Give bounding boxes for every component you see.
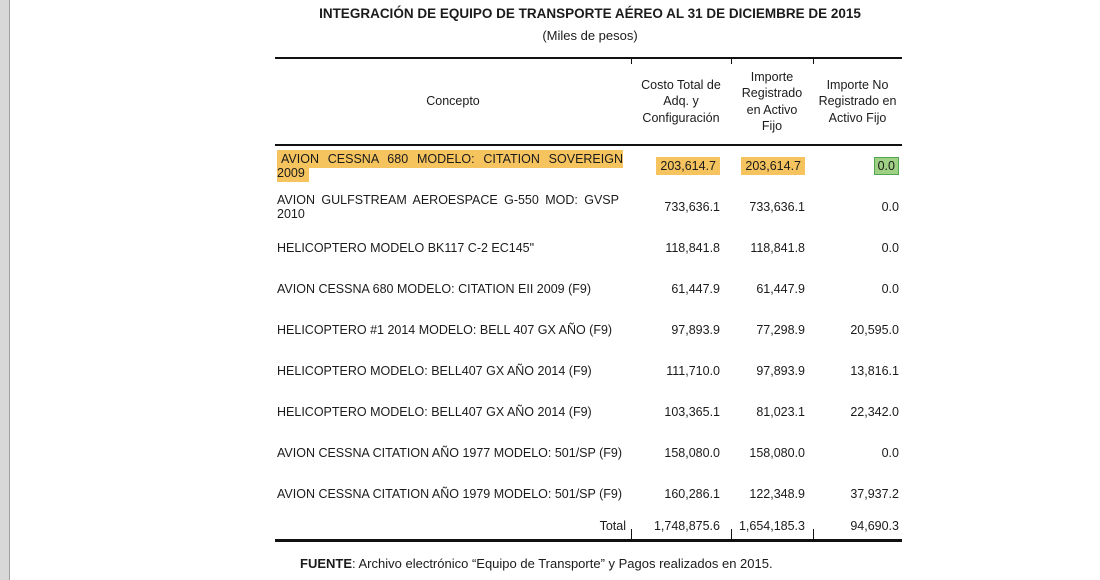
costo-cell: 111,710.0 <box>666 363 720 378</box>
registrado-cell: 122,348.9 <box>749 486 805 501</box>
source-note: FUENTE: Archivo electrónico “Equipo de T… <box>300 556 773 571</box>
column-tick <box>813 59 814 64</box>
registrado-cell: 118,841.8 <box>750 240 805 255</box>
costo-cell: 203,614.7 <box>631 145 731 186</box>
table-row: HELICOPTERO MODELO BK117 C-2 EC145" 118,8… <box>275 227 902 268</box>
no-registrado-cell: 0.0 <box>881 199 899 214</box>
header-importe-registrado: Importe Registrado en Activo Fijo <box>731 58 813 146</box>
document-sheet: INTEGRACIÓN DE EQUIPO DE TRANSPORTE AÉRE… <box>275 0 905 580</box>
costo-cell: 733,636.1 <box>664 199 720 214</box>
concepto-cell: AVION CESSNA CITATION AÑO 1977 MODELO: 5… <box>277 445 623 460</box>
header-costo-total: Costo Total de Adq. y Configuración <box>631 58 731 146</box>
registrado-cell: 97,893.9 <box>756 363 805 378</box>
table-body: AVION CESSNA 680 MODELO: CITATION SOVERE… <box>275 145 902 514</box>
table-row: HELICOPTERO MODELO: BELL407 GX AÑO 2014 … <box>275 391 902 432</box>
column-tick <box>731 528 732 539</box>
costo-cell: 61,447.9 <box>671 281 720 296</box>
concepto-cell: AVION GULFSTREAM AEROESPACE G-550 MOD: G… <box>277 192 619 221</box>
column-tick <box>631 528 632 539</box>
registrado-cell: 203,614.7 <box>731 145 813 186</box>
table-header: Concepto Costo Total de Adq. y Configura… <box>275 58 902 146</box>
document-subtitle: (Miles de pesos) <box>542 28 638 43</box>
total-costo: 1,748,875.6 <box>653 519 720 534</box>
no-registrado-cell: 22,342.0 <box>850 404 899 419</box>
costo-cell: 118,841.8 <box>665 240 720 255</box>
no-registrado-cell: 13,816.1 <box>850 363 899 378</box>
no-registrado-cell: 0.0 <box>813 145 902 186</box>
concepto-cell: HELICOPTERO MODELO BK117 C-2 EC145" <box>277 240 535 255</box>
concepto-cell: HELICOPTERO MODELO: BELL407 GX AÑO 2014 … <box>277 404 592 419</box>
header-row: Concepto Costo Total de Adq. y Configura… <box>275 58 902 146</box>
data-table: Concepto Costo Total de Adq. y Configura… <box>275 57 902 542</box>
concepto-cell: AVION CESSNA 680 MODELO: CITATION EII 20… <box>277 281 591 296</box>
table-row: AVION CESSNA CITATION AÑO 1977 MODELO: 5… <box>275 432 902 473</box>
costo-cell: 103,365.1 <box>664 404 720 419</box>
registrado-cell: 733,636.1 <box>749 199 805 214</box>
registrado-cell: 61,447.9 <box>756 281 805 296</box>
highlight-orange: 203,614.7 <box>656 157 720 175</box>
source-label: FUENTE <box>300 556 352 571</box>
no-registrado-cell: 0.0 <box>881 240 899 255</box>
table-row: AVION CESSNA CITATION AÑO 1979 MODELO: 5… <box>275 473 902 514</box>
concepto-cell: AVION CESSNA 680 MODELO: CITATION SOVERE… <box>275 145 631 186</box>
concepto-cell: HELICOPTERO #1 2014 MODELO: BELL 407 GX … <box>277 322 613 337</box>
total-label: Total <box>599 519 626 534</box>
total-row: Total 1,748,875.6 1,654,185.3 94,690.3 <box>275 514 902 540</box>
column-tick <box>731 59 732 64</box>
header-importe-no-registrado: Importe No Registrado en Activo Fijo <box>813 58 902 146</box>
page-left-gutter <box>0 0 10 580</box>
source-text: : Archivo electrónico “Equipo de Transpo… <box>352 556 773 571</box>
no-registrado-cell: 0.0 <box>881 445 899 460</box>
registrado-cell: 81,023.1 <box>756 404 805 419</box>
table-row: AVION CESSNA 680 MODELO: CITATION SOVERE… <box>275 145 902 186</box>
registrado-cell: 77,298.9 <box>756 322 805 337</box>
highlight-orange: AVION CESSNA 680 MODELO: CITATION SOVERE… <box>277 150 623 182</box>
table-row: AVION GULFSTREAM AEROESPACE G-550 MOD: G… <box>275 186 902 227</box>
highlight-green: 0.0 <box>873 157 899 175</box>
no-registrado-cell: 0.0 <box>881 281 899 296</box>
total-no-registrado: 94,690.3 <box>850 519 899 534</box>
concepto-cell: HELICOPTERO MODELO: BELL407 GX AÑO 2014 … <box>277 363 592 378</box>
no-registrado-cell: 20,595.0 <box>850 322 899 337</box>
table-row: HELICOPTERO MODELO: BELL407 GX AÑO 2014 … <box>275 350 902 391</box>
header-concepto: Concepto <box>275 58 631 146</box>
document-title: INTEGRACIÓN DE EQUIPO DE TRANSPORTE AÉRE… <box>319 6 861 21</box>
column-tick <box>813 528 814 539</box>
column-tick <box>631 59 632 64</box>
costo-cell: 160,286.1 <box>664 486 720 501</box>
no-registrado-cell: 37,937.2 <box>850 486 899 501</box>
costo-cell: 97,893.9 <box>671 322 720 337</box>
total-registrado: 1,654,185.3 <box>738 519 805 534</box>
table-row: HELICOPTERO #1 2014 MODELO: BELL 407 GX … <box>275 309 902 350</box>
costo-cell: 158,080.0 <box>664 445 720 460</box>
concepto-cell: AVION CESSNA CITATION AÑO 1979 MODELO: 5… <box>277 486 623 501</box>
table-footer: Total 1,748,875.6 1,654,185.3 94,690.3 <box>275 514 902 540</box>
transport-equipment-table: Concepto Costo Total de Adq. y Configura… <box>275 57 902 542</box>
highlight-orange: 203,614.7 <box>741 157 805 175</box>
registrado-cell: 158,080.0 <box>749 445 805 460</box>
table-row: AVION CESSNA 680 MODELO: CITATION EII 20… <box>275 268 902 309</box>
